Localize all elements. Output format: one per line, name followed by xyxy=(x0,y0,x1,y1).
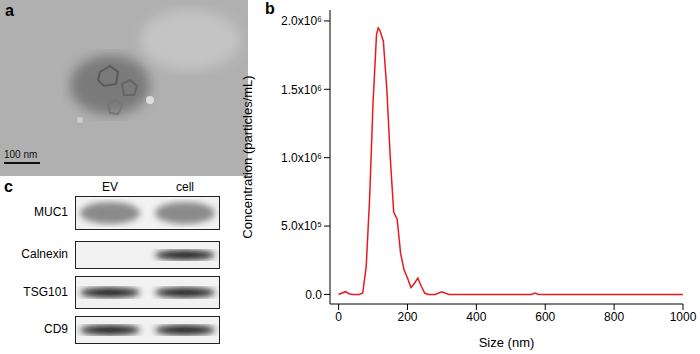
svg-text:800: 800 xyxy=(604,310,624,324)
html-text:MUC1: MUC1 xyxy=(34,205,68,219)
svg-text:400: 400 xyxy=(466,310,486,324)
html-text:Calnexin: Calnexin xyxy=(21,247,68,261)
svg-text:0.0: 0.0 xyxy=(305,288,322,302)
html-text:CD9: CD9 xyxy=(44,322,68,336)
svg-text:1.5x10⁶: 1.5x10⁶ xyxy=(281,83,322,97)
svg-text:Size (nm): Size (nm) xyxy=(479,335,535,350)
html-text:100 nm: 100 nm xyxy=(4,149,38,160)
svg-text:1.0x10⁶: 1.0x10⁶ xyxy=(281,151,322,165)
svg-text:Concentration (particles/mL): Concentration (particles/mL) xyxy=(240,75,255,238)
html-text:cell: cell xyxy=(176,180,194,194)
svg-text:0: 0 xyxy=(335,310,342,324)
svg-text:200: 200 xyxy=(397,310,417,324)
svg-text:600: 600 xyxy=(535,310,555,324)
svg-text:2.0x10⁶: 2.0x10⁶ xyxy=(281,14,322,28)
html-text:a: a xyxy=(5,2,14,19)
svg-text:1000: 1000 xyxy=(670,310,697,324)
html-text:TSG101: TSG101 xyxy=(23,284,68,299)
svg-text:5.0x10⁵: 5.0x10⁵ xyxy=(281,219,322,233)
html-text:EV: EV xyxy=(102,180,118,194)
html-text:c: c xyxy=(4,178,13,195)
html-text:b: b xyxy=(265,0,275,17)
